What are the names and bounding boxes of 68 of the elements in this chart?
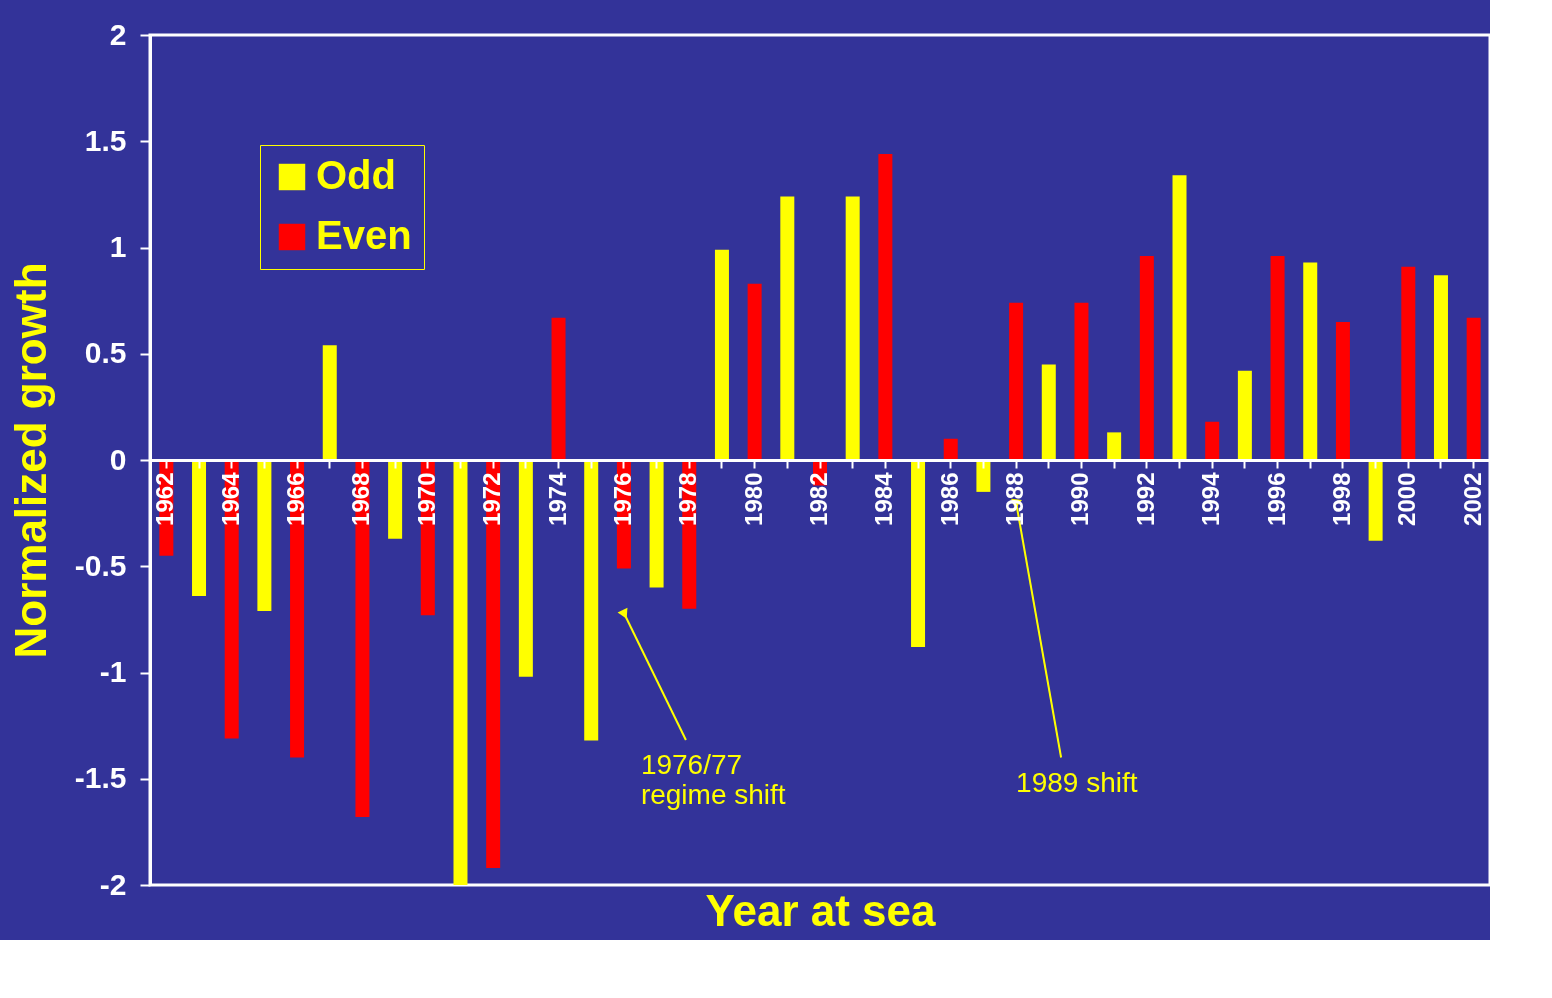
- bar: [976, 460, 991, 492]
- y-tick-label: -1.5: [74, 761, 127, 795]
- bar: [1401, 266, 1416, 460]
- bar: [322, 345, 337, 460]
- bar: [1139, 256, 1154, 460]
- x-tick-label: 1962: [151, 472, 179, 526]
- bar: [649, 460, 664, 588]
- bar: [1041, 364, 1056, 460]
- y-tick-label: -1: [99, 655, 127, 688]
- bar: [1466, 317, 1481, 460]
- x-tick-label: 1984: [870, 471, 898, 526]
- bar: [943, 438, 958, 460]
- x-tick-label: 1968: [347, 472, 375, 526]
- bar: [192, 460, 207, 596]
- y-tick-label: -0.5: [74, 548, 127, 582]
- x-tick-label: 2000: [1393, 472, 1421, 526]
- bar: [1368, 460, 1383, 541]
- annotation: 1976/77 regime shift: [640, 749, 786, 810]
- x-tick-label: 1982: [805, 472, 832, 526]
- bar: [1433, 275, 1448, 460]
- bar: [551, 317, 566, 460]
- y-tick-label: -2: [99, 867, 127, 901]
- bar: [714, 249, 729, 460]
- x-tick-label: 1964: [216, 471, 244, 526]
- bar: [1270, 256, 1285, 460]
- bar: [584, 460, 599, 741]
- bar: [1009, 302, 1024, 460]
- x-tick-label: 1990: [1066, 472, 1094, 526]
- bar: [911, 460, 926, 647]
- bar: [1074, 302, 1089, 460]
- bar: [453, 460, 468, 885]
- x-tick-label: 1980: [739, 472, 767, 526]
- x-tick-label: 1988: [1001, 472, 1029, 526]
- y-tick-label: 1.5: [84, 123, 127, 157]
- annotation: 1989 shift: [1016, 766, 1138, 798]
- x-tick-label: 1996: [1262, 472, 1290, 526]
- bar: [1237, 370, 1252, 460]
- bar: [1205, 421, 1220, 460]
- x-tick-label: 1994: [1197, 471, 1225, 526]
- x-axis-title: Year at sea: [705, 885, 937, 935]
- x-tick-label: 1966: [282, 472, 310, 526]
- bar: [845, 196, 860, 460]
- x-tick-label: 1992: [1131, 472, 1159, 526]
- bar: [1107, 432, 1122, 460]
- bar: [388, 460, 403, 539]
- x-tick-label: 1974: [543, 471, 571, 526]
- bar: [1172, 175, 1187, 460]
- x-tick-label: 1978: [674, 472, 702, 526]
- bar: [518, 460, 533, 677]
- legend-label: Odd: [316, 153, 396, 197]
- x-tick-label: 1976: [608, 472, 636, 526]
- x-tick-label: 1972: [478, 472, 506, 526]
- y-tick-label: 0: [109, 442, 127, 476]
- bar: [780, 196, 795, 460]
- x-tick-label: 2002: [1458, 472, 1486, 526]
- y-tick-label: 1: [109, 230, 127, 263]
- bar: [257, 460, 272, 611]
- bar: [747, 283, 762, 460]
- legend-label: Even: [316, 213, 412, 257]
- bar: [1303, 262, 1318, 460]
- x-tick-label: 1970: [412, 472, 440, 526]
- x-tick-label: 1998: [1327, 472, 1355, 526]
- y-tick-label: 0.5: [84, 336, 127, 370]
- y-tick-label: 2: [109, 17, 127, 51]
- bar: [1335, 321, 1350, 460]
- bar: [878, 154, 893, 460]
- y-axis-title: Normalized growth: [5, 262, 55, 659]
- x-tick-label: 1986: [935, 472, 963, 526]
